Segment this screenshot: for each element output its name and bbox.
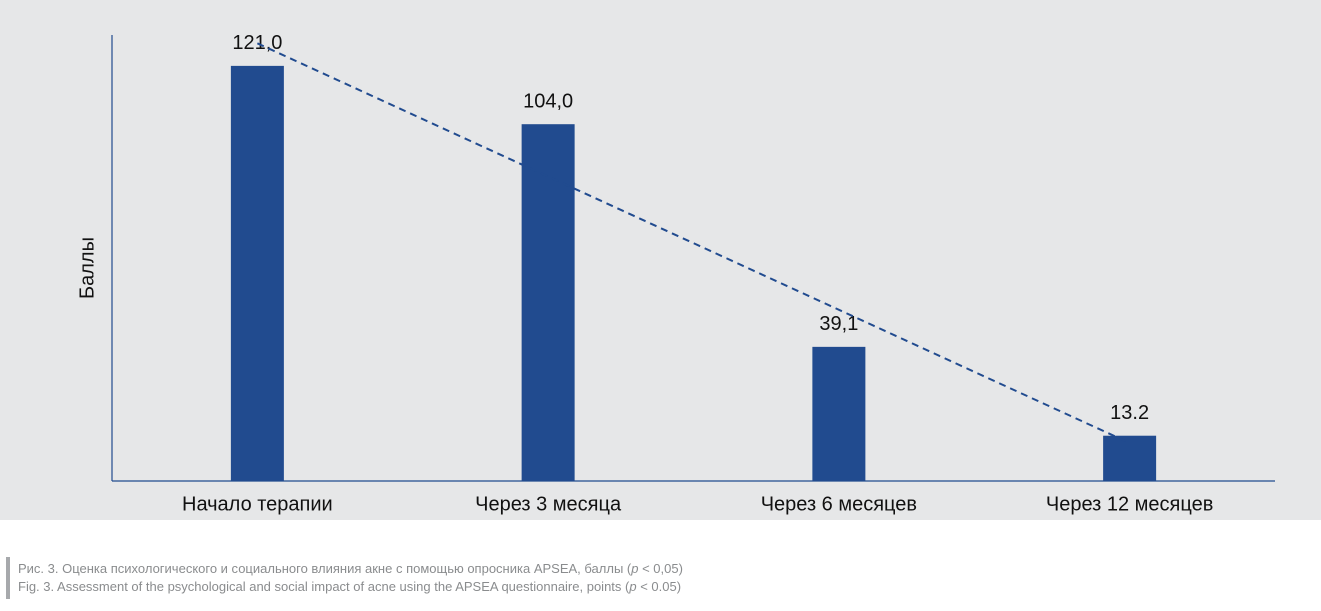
value-label: 39,1 (819, 313, 858, 335)
x-tick-label: Через 3 месяца (475, 493, 622, 515)
chart-background (0, 0, 1321, 520)
trend-line (256, 42, 1131, 444)
value-label: 104,0 (523, 90, 573, 112)
bar (521, 124, 575, 481)
caption-en: Fig. 3. Assessment of the psychological … (18, 579, 681, 594)
value-label: 13.2 (1110, 402, 1149, 424)
value-label: 121,0 (232, 32, 282, 54)
bar (1103, 435, 1157, 481)
caption-part: p (628, 579, 636, 594)
caption-part: < 0,05) (638, 561, 682, 576)
y-axis-label: Баллы (76, 237, 98, 299)
x-tick-label: Через 6 месяцев (761, 493, 917, 515)
caption-part: < 0.05) (637, 579, 681, 594)
caption-part: Fig. 3. Assessment of the psychological … (18, 579, 630, 594)
caption-part: p (630, 561, 638, 576)
caption-bar (6, 557, 10, 599)
x-tick-label: Начало терапии (182, 493, 333, 515)
x-tick-label: Через 12 месяцев (1046, 493, 1213, 515)
bar (230, 65, 284, 481)
caption-part: Рис. 3. Оценка психологического и социал… (18, 561, 632, 576)
caption-ru: Рис. 3. Оценка психологического и социал… (18, 561, 683, 576)
bar (812, 346, 866, 481)
